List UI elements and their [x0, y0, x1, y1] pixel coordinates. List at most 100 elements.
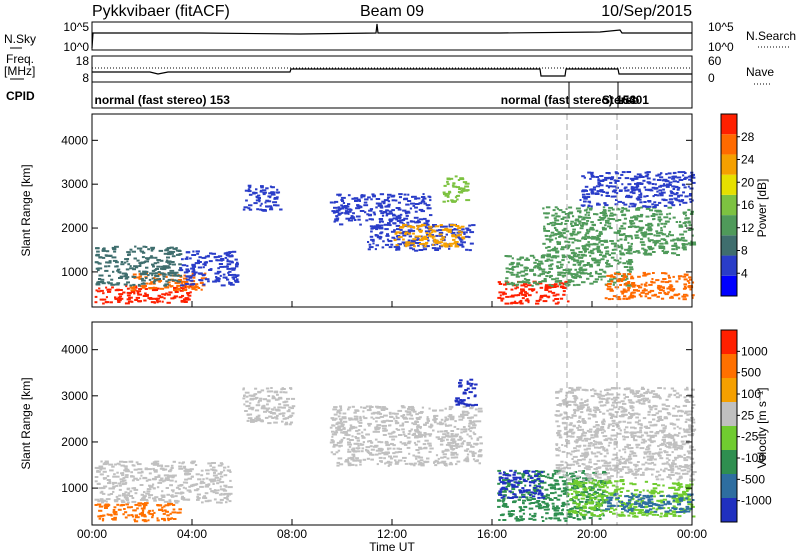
power-data-cell: [434, 249, 440, 251]
velocity-data-cell: [282, 401, 287, 404]
power-data-cell: [219, 274, 222, 277]
power-data-cell: [657, 223, 660, 226]
velocity-data-cell: [413, 462, 417, 465]
power-data-cell: [575, 259, 580, 262]
velocity-data-cell: [339, 420, 343, 422]
velocity-data-cell: [281, 412, 286, 415]
power-data-cell: [583, 197, 588, 200]
power-data-cell: [553, 233, 558, 236]
power-data-cell: [357, 218, 361, 221]
power-data-cell: [557, 215, 561, 218]
velocity-data-cell: [632, 437, 635, 440]
power-data-cell: [508, 268, 513, 270]
power-data-cell: [454, 196, 458, 199]
power-data-cell: [227, 274, 232, 276]
velocity-data-cell: [278, 396, 283, 399]
power-data-cell: [99, 298, 104, 301]
power-data-cell: [408, 231, 411, 234]
power-data-cell: [670, 295, 674, 298]
power-data-cell: [209, 252, 213, 255]
velocity-data-cell: [212, 483, 215, 485]
velocity-data-cell: [161, 496, 166, 498]
power-data-cell: [142, 245, 146, 248]
velocity-data-cell: [652, 487, 658, 490]
velocity-data-cell: [396, 447, 401, 450]
power-data-cell: [559, 223, 563, 226]
power-data-cell: [562, 290, 566, 293]
velocity-data-cell: [647, 498, 650, 501]
power-data-cell: [461, 231, 464, 234]
power-data-cell: [622, 262, 627, 265]
velocity-data-cell: [393, 412, 399, 415]
velocity-data-cell: [524, 484, 527, 487]
power-data-cell: [606, 246, 609, 249]
power-data-cell: [515, 273, 519, 276]
velocity-data-cell: [519, 519, 524, 522]
velocity-data-cell: [561, 503, 567, 506]
velocity-data-cell: [683, 457, 687, 460]
power-data-cell: [608, 218, 614, 220]
velocity-data-cell: [678, 496, 681, 499]
velocity-data-cell: [532, 495, 536, 498]
velocity-data-cell: [613, 509, 616, 512]
velocity-data-cell: [679, 485, 682, 488]
power-data-cell: [140, 250, 145, 253]
velocity-data-cell: [124, 494, 129, 497]
velocity-data-cell: [201, 501, 204, 504]
velocity-data-cell: [277, 406, 282, 409]
velocity-data-cell: [573, 505, 577, 508]
power-data-cell: [554, 237, 557, 240]
velocity-data-cell: [175, 486, 180, 489]
power-data-cell: [380, 224, 384, 227]
power-data-cell: [572, 230, 576, 233]
power-data-cell: [667, 291, 670, 294]
power-data-cell: [572, 276, 578, 279]
power-data-cell: [536, 266, 542, 269]
velocity-scatter-region: [242, 387, 296, 426]
velocity-data-cell: [506, 478, 510, 481]
velocity-data-cell: [357, 444, 360, 447]
velocity-data-cell: [260, 420, 264, 423]
velocity-data-cell: [331, 424, 334, 427]
power-data-cell: [637, 196, 643, 199]
power-data-cell: [257, 194, 261, 197]
power-data-cell: [347, 219, 351, 222]
velocity-data-cell: [611, 492, 615, 495]
nsearch-tick-bottom: 10^0: [708, 40, 734, 54]
power-data-cell: [416, 242, 421, 244]
velocity-data-cell: [596, 508, 599, 510]
velocity-data-cell: [463, 459, 467, 462]
power-data-cell: [187, 294, 192, 297]
power-data-cell: [619, 238, 623, 241]
power-data-cell: [635, 185, 640, 188]
velocity-data-cell: [143, 498, 149, 501]
power-data-cell: [425, 236, 429, 239]
velocity-data-cell: [124, 476, 129, 479]
velocity-data-cell: [602, 495, 605, 497]
power-data-cell: [631, 189, 636, 192]
velocity-data-cell: [209, 464, 212, 467]
power-data-cell: [630, 242, 634, 245]
velocity-data-cell: [660, 501, 666, 504]
power-data-cell: [538, 264, 541, 267]
power-data-cell: [179, 267, 183, 270]
velocity-data-cell: [563, 517, 568, 520]
power-data-cell: [429, 199, 432, 202]
velocity-data-cell: [200, 474, 204, 477]
velocity-data-cell: [554, 483, 560, 486]
velocity-data-cell: [393, 417, 396, 420]
velocity-data-cell: [606, 462, 611, 465]
velocity-data-cell: [558, 469, 563, 472]
nsearch-tick-top: 10^5: [708, 20, 734, 34]
velocity-data-cell: [630, 496, 634, 499]
velocity-data-cell: [523, 480, 528, 483]
power-data-cell: [675, 248, 678, 251]
power-data-cell: [629, 294, 635, 297]
velocity-data-cell: [533, 512, 537, 515]
power-data-cell: [609, 278, 613, 281]
velocity-data-cell: [528, 517, 532, 520]
power-data-cell: [598, 184, 604, 187]
power-data-cell: [347, 194, 351, 197]
power-data-cell: [432, 243, 435, 246]
velocity-data-cell: [337, 409, 341, 412]
